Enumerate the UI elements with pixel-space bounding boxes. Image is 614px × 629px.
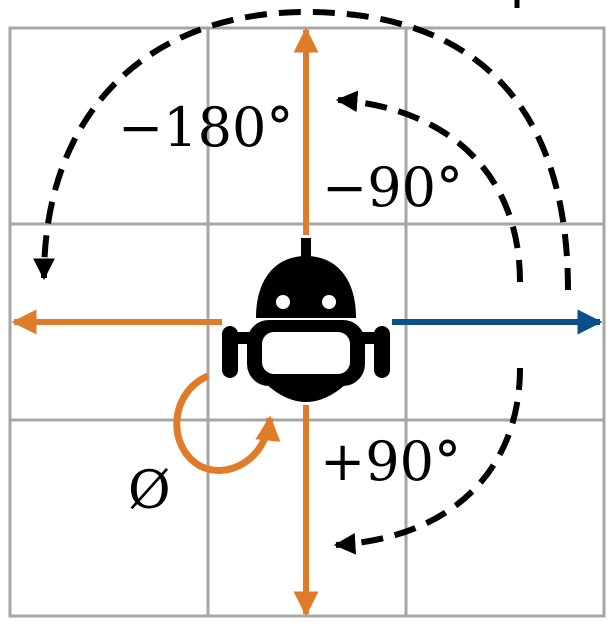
arc-minus-90 bbox=[335, 90, 523, 283]
rotation-arcs bbox=[33, 8, 571, 555]
label-phi: Ø bbox=[128, 461, 171, 521]
phi-rotation-arc bbox=[173, 372, 281, 474]
label-minus-180: −180° bbox=[118, 96, 293, 159]
label-plus-90: +90° bbox=[320, 430, 461, 493]
arc-minus-180 bbox=[33, 8, 571, 291]
orange-axes bbox=[11, 27, 319, 617]
arc-plus-90 bbox=[333, 367, 523, 555]
label-minus-90: −90° bbox=[322, 156, 463, 219]
robot-icon bbox=[222, 238, 390, 402]
